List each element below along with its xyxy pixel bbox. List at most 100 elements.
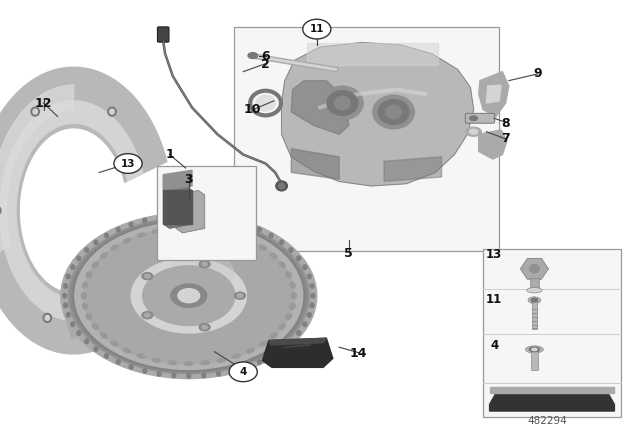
Ellipse shape — [311, 293, 315, 298]
Ellipse shape — [231, 218, 235, 223]
Text: 482294: 482294 — [527, 417, 567, 426]
Ellipse shape — [385, 105, 402, 119]
Ellipse shape — [157, 371, 161, 376]
Ellipse shape — [322, 86, 364, 120]
Ellipse shape — [248, 53, 258, 59]
Ellipse shape — [290, 282, 295, 288]
Ellipse shape — [86, 272, 92, 277]
Ellipse shape — [157, 215, 161, 220]
Text: 4: 4 — [490, 339, 498, 353]
Ellipse shape — [81, 293, 86, 298]
Ellipse shape — [124, 349, 131, 353]
Ellipse shape — [137, 354, 145, 358]
Ellipse shape — [216, 371, 220, 376]
Ellipse shape — [137, 233, 145, 237]
Polygon shape — [384, 157, 442, 181]
Polygon shape — [520, 258, 548, 279]
Ellipse shape — [286, 314, 291, 319]
FancyBboxPatch shape — [483, 249, 621, 417]
Polygon shape — [486, 85, 501, 103]
Ellipse shape — [201, 227, 209, 230]
Ellipse shape — [71, 265, 75, 269]
Ellipse shape — [100, 333, 107, 338]
Polygon shape — [269, 338, 326, 345]
Ellipse shape — [525, 346, 543, 353]
FancyBboxPatch shape — [234, 27, 499, 251]
Polygon shape — [307, 43, 438, 65]
Ellipse shape — [527, 288, 542, 293]
Polygon shape — [163, 190, 192, 224]
FancyBboxPatch shape — [530, 278, 539, 290]
Text: 1: 1 — [165, 148, 174, 161]
Ellipse shape — [372, 95, 415, 129]
Ellipse shape — [231, 369, 235, 373]
Polygon shape — [479, 130, 507, 159]
Text: 4: 4 — [239, 367, 247, 377]
Ellipse shape — [278, 183, 285, 189]
Ellipse shape — [260, 341, 266, 346]
Text: 10: 10 — [244, 103, 262, 116]
Ellipse shape — [143, 369, 147, 373]
Ellipse shape — [297, 331, 301, 335]
Ellipse shape — [67, 313, 70, 317]
Ellipse shape — [172, 373, 176, 378]
Ellipse shape — [202, 214, 205, 218]
Ellipse shape — [244, 365, 248, 369]
Ellipse shape — [297, 256, 301, 261]
Ellipse shape — [33, 109, 38, 114]
Ellipse shape — [187, 213, 191, 218]
Text: 8: 8 — [501, 116, 510, 130]
FancyBboxPatch shape — [532, 300, 537, 329]
Ellipse shape — [111, 245, 118, 250]
Ellipse shape — [531, 298, 538, 302]
Ellipse shape — [110, 109, 115, 114]
Ellipse shape — [307, 313, 311, 317]
Polygon shape — [0, 67, 167, 354]
Ellipse shape — [232, 354, 241, 358]
Polygon shape — [291, 81, 349, 134]
Ellipse shape — [45, 315, 49, 320]
Ellipse shape — [72, 220, 306, 371]
Ellipse shape — [76, 223, 302, 369]
Ellipse shape — [184, 226, 193, 229]
Ellipse shape — [327, 90, 358, 115]
Text: 13: 13 — [121, 159, 135, 168]
Ellipse shape — [199, 261, 210, 267]
Ellipse shape — [290, 303, 295, 309]
Ellipse shape — [84, 339, 88, 344]
Polygon shape — [490, 387, 614, 393]
Ellipse shape — [152, 229, 161, 233]
FancyBboxPatch shape — [465, 113, 495, 123]
Ellipse shape — [256, 95, 275, 111]
Ellipse shape — [276, 181, 287, 191]
Ellipse shape — [244, 222, 248, 227]
Ellipse shape — [172, 214, 176, 218]
Circle shape — [114, 154, 142, 173]
Ellipse shape — [171, 284, 207, 307]
Text: 2: 2 — [261, 58, 270, 72]
Ellipse shape — [168, 227, 177, 230]
Ellipse shape — [116, 227, 120, 232]
Ellipse shape — [528, 297, 541, 304]
Ellipse shape — [145, 274, 150, 278]
Ellipse shape — [168, 361, 177, 365]
Polygon shape — [176, 190, 205, 233]
Ellipse shape — [178, 289, 200, 303]
Ellipse shape — [217, 358, 225, 362]
Ellipse shape — [92, 262, 99, 267]
Ellipse shape — [202, 262, 207, 266]
Ellipse shape — [202, 325, 207, 329]
Text: 5: 5 — [344, 246, 353, 260]
Ellipse shape — [232, 233, 241, 237]
Ellipse shape — [291, 293, 296, 298]
Ellipse shape — [77, 256, 81, 261]
Ellipse shape — [74, 221, 304, 370]
Ellipse shape — [529, 347, 540, 352]
Ellipse shape — [184, 362, 193, 366]
Ellipse shape — [86, 314, 92, 319]
Ellipse shape — [470, 129, 478, 134]
Ellipse shape — [289, 339, 293, 344]
Ellipse shape — [63, 303, 67, 308]
Ellipse shape — [271, 333, 277, 338]
Ellipse shape — [129, 222, 133, 227]
